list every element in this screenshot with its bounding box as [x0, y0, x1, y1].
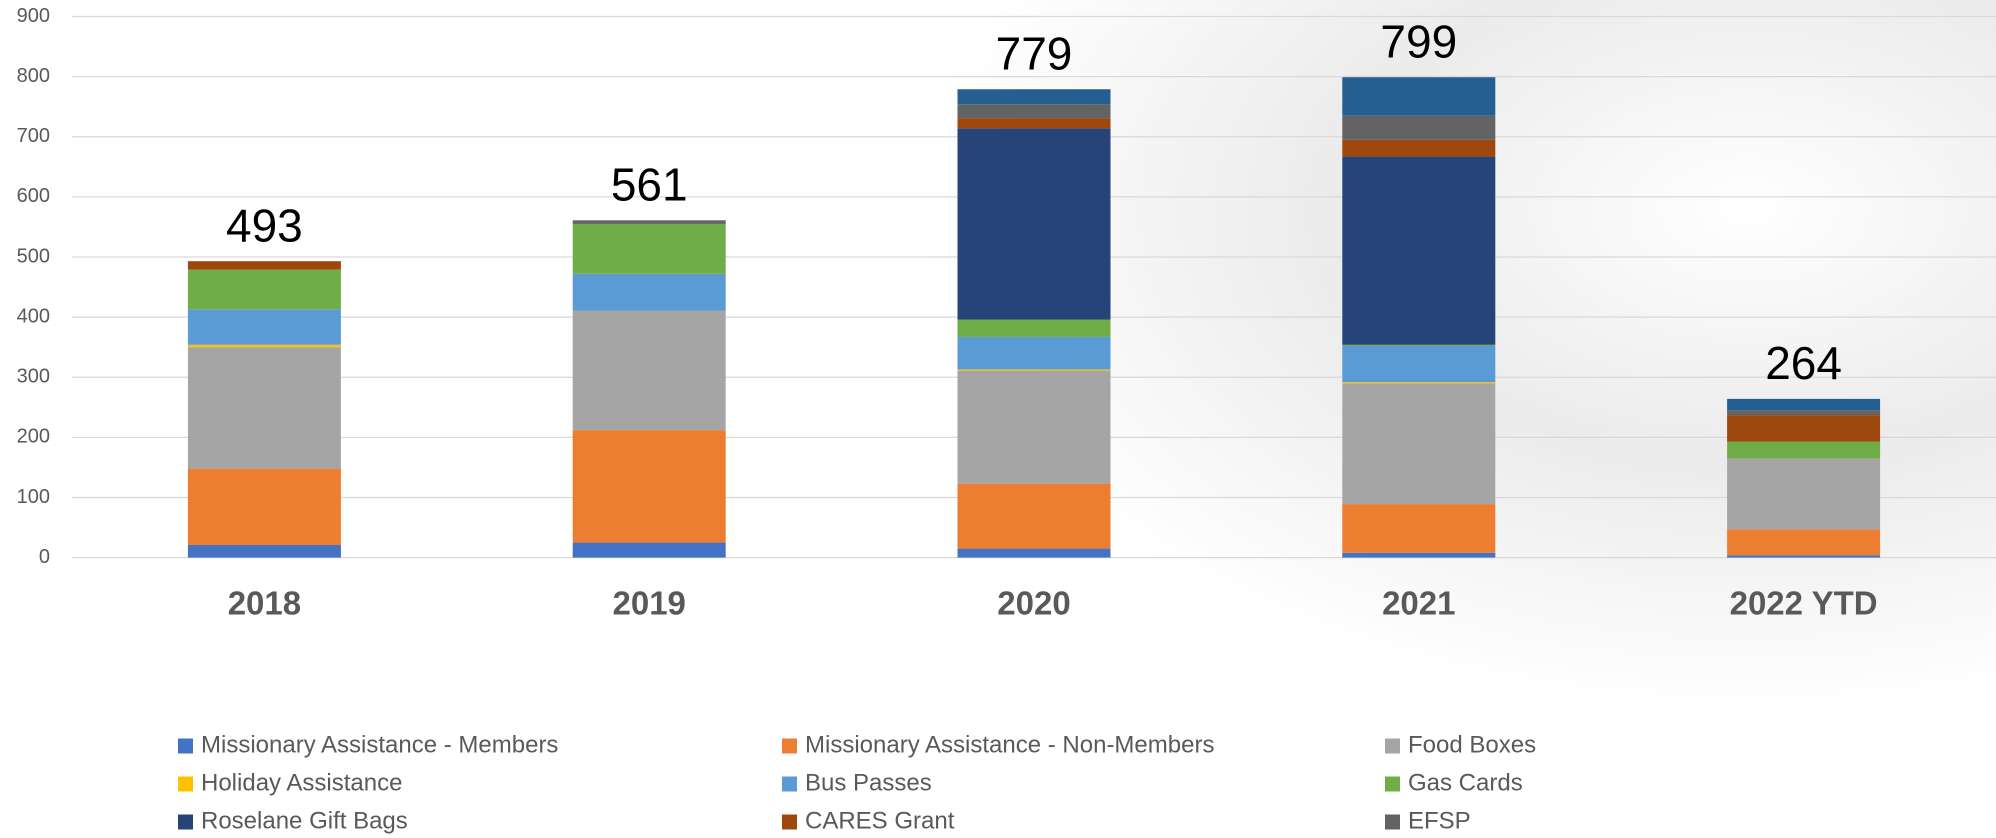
bar-segment — [957, 319, 1111, 337]
legend-label: CARES Grant — [805, 807, 955, 834]
y-tick-label: 200 — [17, 426, 50, 448]
legend-swatch — [782, 776, 797, 792]
bar-segment — [187, 468, 341, 545]
bar-segment — [957, 104, 1111, 119]
bar-segment — [187, 544, 341, 558]
y-tick-label: 100 — [17, 486, 50, 508]
y-tick-label: 500 — [17, 245, 50, 267]
bar-segment — [1727, 555, 1881, 558]
bar-segment — [1727, 410, 1881, 416]
legend-swatch — [782, 738, 797, 754]
legend-label: EFSP — [1408, 807, 1471, 834]
y-tick-label: 900 — [17, 5, 50, 27]
bar-segment — [1342, 115, 1496, 140]
bar-segment — [957, 89, 1111, 105]
bar-segment — [1727, 458, 1881, 530]
bar-segment — [1342, 504, 1496, 553]
legend-label: Food Boxes — [1408, 731, 1536, 758]
bar-segment — [1342, 344, 1496, 346]
bar-segment — [572, 310, 726, 431]
legend-label: Missionary Assistance - Non-Members — [805, 731, 1214, 758]
bar-segment — [187, 269, 341, 310]
bar-segment — [1342, 383, 1496, 505]
bar-segment — [957, 369, 1111, 371]
legend-label: Holiday Assistance — [201, 769, 402, 796]
bar-segment — [572, 220, 726, 224]
legend-swatch — [1385, 814, 1400, 830]
legend-swatch — [782, 814, 797, 830]
y-tick-label: 400 — [17, 305, 50, 327]
x-tick-label: 2019 — [612, 585, 685, 622]
bar-segment — [1727, 398, 1881, 411]
bar-segment — [1342, 345, 1496, 383]
x-tick-label: 2020 — [997, 585, 1070, 622]
legend-swatch — [1385, 776, 1400, 792]
bar-segment — [187, 347, 341, 469]
bar-segment — [957, 118, 1111, 129]
bar-segment — [1342, 552, 1496, 558]
bar-segment — [1727, 529, 1881, 556]
bar-segment — [1342, 77, 1496, 116]
bar-segment — [957, 548, 1111, 558]
x-tick-label: 2018 — [228, 585, 301, 622]
bar-segment — [1727, 441, 1881, 459]
bar-segment — [187, 344, 341, 348]
y-tick-label: 300 — [17, 366, 50, 388]
bar-segment — [1342, 139, 1496, 157]
bar-segment — [1342, 382, 1496, 384]
bar-segment — [957, 128, 1111, 320]
y-tick-label: 700 — [17, 125, 50, 147]
y-tick-label: 800 — [17, 65, 50, 87]
legend-label: Missionary Assistance - Members — [201, 731, 558, 758]
legend-swatch — [178, 814, 193, 830]
total-label: 264 — [1765, 337, 1842, 389]
bar-segment — [187, 309, 341, 345]
bar-segment — [572, 223, 726, 274]
bar-segment — [957, 336, 1111, 370]
total-label: 799 — [1380, 15, 1457, 67]
bar-segment — [957, 370, 1111, 484]
legend-swatch — [178, 776, 193, 792]
bar-segment — [957, 483, 1111, 549]
legend-swatch — [1385, 738, 1400, 754]
bar-segment — [1727, 415, 1881, 442]
total-label: 493 — [226, 199, 303, 251]
bar-segment — [187, 261, 341, 270]
legend-label: Gas Cards — [1408, 769, 1523, 796]
total-label: 561 — [611, 158, 688, 210]
x-tick-label: 2022 YTD — [1730, 585, 1878, 622]
y-tick-label: 0 — [39, 546, 50, 568]
y-tick-label: 600 — [17, 185, 50, 207]
bar-segment — [1342, 156, 1496, 345]
x-tick-label: 2021 — [1382, 585, 1455, 622]
total-label: 779 — [996, 27, 1073, 79]
bar-segment — [572, 430, 726, 543]
legend-label: Bus Passes — [805, 769, 932, 796]
legend-swatch — [178, 738, 193, 754]
bar-segment — [572, 542, 726, 558]
bar-segment — [572, 273, 726, 311]
legend-label: Roselane Gift Bags — [201, 807, 408, 834]
